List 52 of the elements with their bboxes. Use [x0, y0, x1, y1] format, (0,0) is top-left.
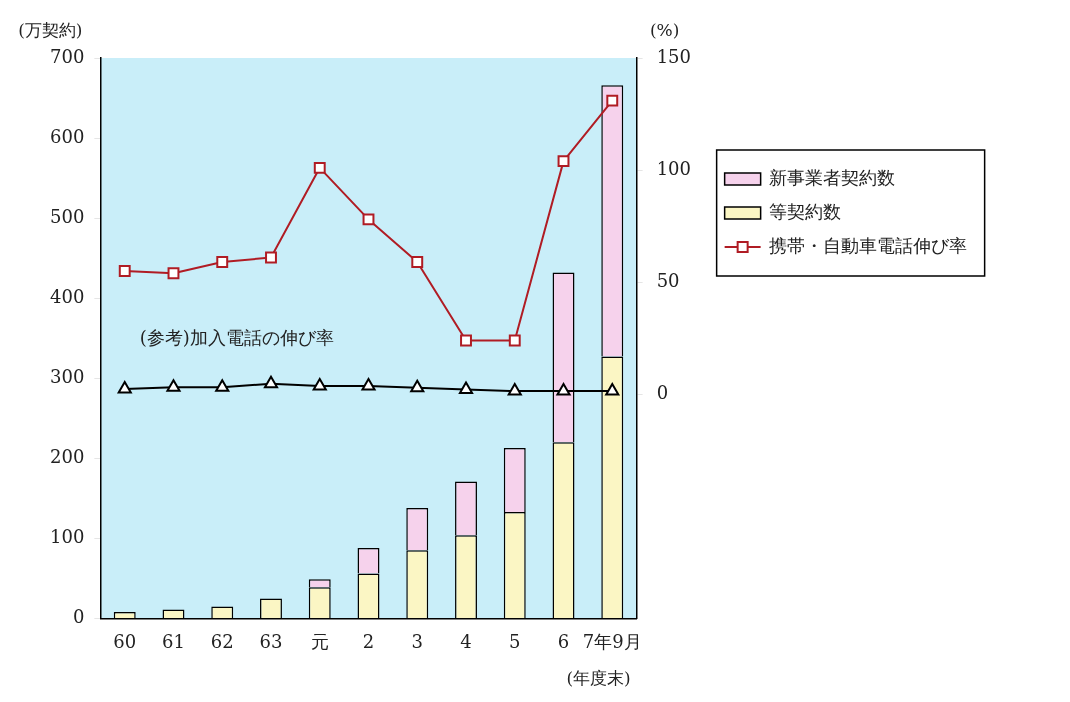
point: [215, 379, 230, 392]
point: [313, 161, 326, 174]
x-tick-label: 6: [557, 630, 570, 652]
annotation: (参考)加入電話の伸び率: [139, 327, 334, 349]
point: [361, 377, 376, 391]
x-tick-label: 4: [460, 630, 472, 652]
point: [411, 256, 424, 268]
point: [605, 383, 620, 396]
y2-axis-title: (%): [649, 20, 680, 40]
x-tick-label: 元: [310, 630, 329, 652]
x-tick-label: 62: [210, 630, 234, 652]
point: [557, 155, 570, 168]
point: [167, 267, 180, 280]
y2-tick-label: 50: [656, 269, 680, 291]
point: [216, 256, 229, 268]
x-axis-title: (年度末): [566, 668, 631, 689]
x-tick-label: 3: [411, 630, 423, 652]
point: [263, 375, 279, 389]
y-tick-label: 300: [50, 365, 85, 387]
y-tick-label: 200: [50, 445, 85, 467]
y2-tick-label: 100: [656, 157, 691, 179]
y-axis-title: (万契約): [18, 20, 83, 40]
point: [117, 381, 132, 394]
x-tick-label: 5: [509, 630, 521, 652]
y-tick-label: 600: [50, 125, 85, 147]
point: [460, 334, 472, 347]
x-tick-label: 63: [259, 630, 283, 652]
y-tick-label: 0: [72, 606, 85, 628]
point: [166, 379, 181, 392]
legend-label: 新事業者契約数: [768, 166, 895, 188]
legend-label: 携帯・自動車電話伸び率: [768, 234, 967, 256]
y-tick-label: 500: [50, 205, 85, 227]
point: [606, 94, 619, 107]
point: [507, 383, 522, 396]
point: [118, 265, 131, 277]
y-tick-label: 100: [50, 526, 85, 548]
point: [410, 379, 425, 393]
y-tick-label: 700: [50, 45, 85, 67]
point: [508, 334, 521, 347]
x-tick-label: 60: [113, 630, 137, 652]
y2-tick-label: 150: [656, 45, 691, 67]
x-tick-label: 61: [162, 630, 185, 652]
y-tick-label: 400: [50, 285, 85, 307]
x-tick-label: 2: [362, 630, 375, 652]
point: [265, 251, 277, 264]
point: [312, 377, 327, 391]
point: [556, 383, 571, 396]
point: [458, 381, 474, 395]
y2-tick-label: 0: [656, 381, 669, 403]
point: [362, 213, 375, 226]
legend-label: 等契約数: [768, 200, 841, 222]
x-tick-label: 7年9月: [582, 630, 642, 652]
